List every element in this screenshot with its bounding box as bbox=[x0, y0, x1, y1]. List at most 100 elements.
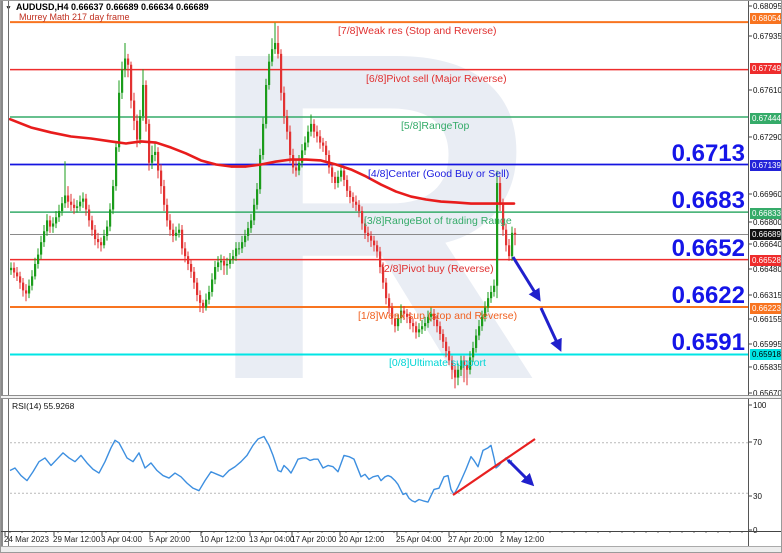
candle-body bbox=[178, 229, 181, 233]
candle-body bbox=[460, 360, 463, 370]
candle-body bbox=[493, 285, 496, 292]
candle-body bbox=[379, 251, 382, 268]
candle-body bbox=[184, 248, 187, 257]
candle-body bbox=[31, 276, 34, 286]
candle-body bbox=[490, 291, 493, 299]
candle-body bbox=[196, 282, 199, 296]
forecast-arrow[interactable] bbox=[511, 256, 541, 302]
candle-body bbox=[358, 204, 361, 212]
pane-separator[interactable] bbox=[1, 395, 781, 399]
candle-body bbox=[505, 229, 508, 246]
candle-body bbox=[385, 282, 388, 299]
candle-body bbox=[463, 360, 466, 366]
candle-body bbox=[316, 131, 319, 137]
candle-body bbox=[424, 323, 427, 327]
candle-body bbox=[484, 307, 487, 317]
candle-body bbox=[52, 223, 55, 227]
candle-body bbox=[106, 226, 109, 236]
candle-body bbox=[259, 155, 262, 190]
candle-body bbox=[79, 201, 82, 207]
candle-body bbox=[250, 220, 253, 229]
candle-body bbox=[334, 176, 337, 184]
candle-body bbox=[193, 271, 196, 283]
candle-body bbox=[265, 84, 268, 124]
candle-body bbox=[208, 291, 211, 300]
candle-body bbox=[34, 263, 37, 277]
candle-body bbox=[457, 369, 460, 378]
candle-body bbox=[436, 319, 439, 327]
candle-body bbox=[421, 326, 424, 330]
candle-body bbox=[328, 155, 331, 168]
candle-body bbox=[64, 195, 67, 204]
candle-body bbox=[481, 316, 484, 327]
candle-body bbox=[115, 147, 118, 187]
rsi-indicator-label: RSI(14) 55.9268 bbox=[12, 401, 75, 411]
candle-body bbox=[49, 220, 52, 227]
candle-body bbox=[76, 206, 79, 208]
chart-title: ▼AUDUSD,H4 0.66637 0.66689 0.66634 0.666… bbox=[5, 2, 209, 12]
candle-body bbox=[331, 167, 334, 177]
candle-body bbox=[46, 220, 49, 232]
candle-body bbox=[325, 145, 328, 156]
candle-body bbox=[337, 176, 340, 184]
candle-body bbox=[487, 298, 490, 308]
candle-body bbox=[88, 209, 91, 221]
candle-body bbox=[388, 298, 391, 308]
candle-body bbox=[355, 201, 358, 205]
candle-body bbox=[169, 220, 172, 230]
candle-body bbox=[241, 242, 244, 249]
rsi-trendline[interactable] bbox=[452, 438, 536, 496]
candle-body bbox=[118, 92, 121, 148]
candle-body bbox=[289, 131, 292, 156]
candle-body bbox=[97, 239, 100, 243]
candle-body bbox=[211, 279, 214, 292]
candle-body bbox=[352, 197, 355, 202]
candle-body bbox=[268, 61, 271, 85]
candle-body bbox=[400, 310, 403, 319]
candle-body bbox=[43, 231, 46, 243]
candle-body bbox=[229, 259, 232, 264]
candle-body bbox=[283, 92, 286, 117]
candle-body bbox=[103, 235, 106, 246]
window-bottom-strip bbox=[1, 546, 781, 552]
candle-body bbox=[235, 248, 238, 257]
candle-body bbox=[397, 318, 400, 327]
rsi-forecast-arrow[interactable] bbox=[506, 458, 535, 487]
candle-body bbox=[346, 179, 349, 191]
candle-body bbox=[361, 211, 364, 224]
moving-average-line[interactable] bbox=[8, 117, 516, 205]
candle-body bbox=[244, 235, 247, 243]
candle-body bbox=[67, 195, 70, 202]
time-axis-line bbox=[1, 531, 781, 532]
candle-body bbox=[418, 329, 421, 333]
candle-body bbox=[340, 170, 343, 177]
candle-body bbox=[130, 64, 133, 101]
candle-body bbox=[271, 49, 274, 62]
candle-body bbox=[214, 267, 217, 280]
candle-body bbox=[238, 248, 241, 250]
candle-body bbox=[409, 316, 412, 324]
candle-body bbox=[112, 186, 115, 210]
candle-body bbox=[73, 204, 76, 208]
candle-body bbox=[427, 316, 430, 324]
candle-body bbox=[139, 116, 142, 140]
candle-body bbox=[154, 151, 157, 156]
candle-body bbox=[127, 58, 130, 65]
broker-watermark-letter: R bbox=[204, 0, 542, 478]
candle-body bbox=[181, 229, 184, 249]
candle-body bbox=[445, 341, 448, 352]
candle-body bbox=[22, 282, 25, 291]
candle-body bbox=[415, 326, 418, 333]
candle-body bbox=[274, 42, 277, 50]
candle-body bbox=[472, 347, 475, 358]
candle-body bbox=[403, 310, 406, 314]
forecast-arrow[interactable] bbox=[539, 307, 562, 352]
candle-body bbox=[286, 116, 289, 132]
left-window-border bbox=[1, 1, 3, 552]
candle-body bbox=[124, 58, 127, 70]
candle-body bbox=[109, 209, 112, 227]
candle-body bbox=[166, 204, 169, 221]
candle-body bbox=[319, 136, 322, 143]
